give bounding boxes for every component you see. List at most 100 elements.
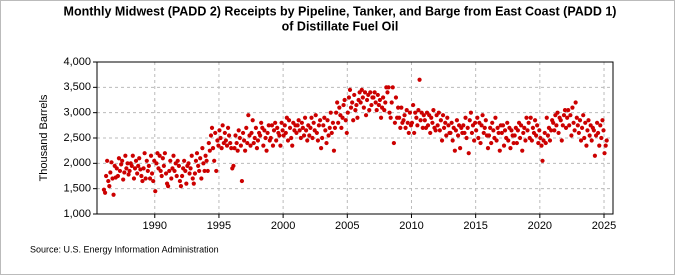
data-point	[320, 135, 325, 141]
data-point	[524, 115, 529, 120]
data-point	[485, 146, 491, 151]
data-point	[135, 171, 140, 176]
data-point	[555, 110, 560, 115]
data-point	[354, 102, 359, 108]
data-point	[241, 138, 247, 143]
data-point	[392, 120, 398, 125]
data-point	[576, 130, 581, 136]
data-point	[149, 171, 155, 176]
data-point	[352, 92, 357, 98]
data-point	[254, 146, 260, 151]
data-point	[327, 125, 332, 130]
data-point	[506, 138, 511, 143]
data-point	[323, 128, 328, 133]
data-point	[542, 130, 547, 136]
data-point	[250, 118, 255, 123]
data-point	[502, 128, 508, 133]
data-point	[575, 123, 580, 128]
data-point	[148, 153, 154, 158]
y-tick-label: 1,500	[63, 183, 91, 195]
data-point	[274, 138, 279, 143]
data-point	[495, 125, 500, 130]
data-point	[131, 176, 137, 181]
data-point	[578, 138, 584, 143]
data-point	[171, 153, 176, 158]
data-point	[194, 151, 200, 156]
data-point	[596, 130, 601, 136]
data-point	[539, 143, 544, 148]
data-point	[158, 168, 163, 174]
data-point	[125, 161, 130, 166]
x-tick-label: 2005	[335, 220, 359, 232]
data-point	[162, 151, 168, 156]
data-point	[245, 140, 250, 146]
data-point	[261, 143, 266, 148]
data-point	[381, 95, 386, 100]
data-point	[571, 120, 576, 125]
data-point	[311, 120, 316, 125]
data-point	[358, 100, 363, 105]
data-point	[558, 118, 563, 123]
data-point	[416, 108, 421, 113]
data-point	[480, 113, 485, 118]
data-point	[505, 120, 510, 125]
data-point	[105, 158, 110, 163]
data-point	[497, 148, 502, 153]
data-point	[466, 151, 471, 156]
data-point	[147, 176, 153, 181]
data-point	[515, 128, 520, 133]
data-point	[561, 113, 567, 118]
data-point	[277, 133, 282, 138]
data-point	[446, 123, 451, 128]
data-point	[136, 163, 141, 168]
data-point	[435, 123, 440, 128]
data-point	[552, 128, 557, 133]
data-point	[383, 100, 388, 105]
data-point	[536, 140, 541, 146]
data-point	[263, 135, 268, 141]
data-point	[334, 110, 339, 115]
data-point	[586, 118, 591, 123]
data-point	[567, 123, 572, 128]
data-point	[214, 168, 219, 174]
source-note: Source: U.S. Energy Information Administ…	[30, 244, 219, 254]
data-point	[161, 163, 166, 168]
data-point	[549, 128, 554, 133]
data-point	[369, 102, 374, 108]
data-point	[547, 138, 553, 143]
data-point	[425, 123, 431, 128]
data-point	[236, 128, 241, 133]
data-point	[472, 138, 477, 143]
data-point	[534, 133, 539, 138]
data-point	[339, 125, 344, 130]
data-point	[573, 100, 578, 105]
data-point	[151, 178, 156, 184]
data-point	[559, 138, 564, 143]
x-tick-label: 1990	[143, 220, 167, 232]
data-point	[350, 100, 355, 105]
data-point	[604, 138, 609, 143]
data-point	[268, 135, 273, 141]
data-point	[585, 128, 590, 133]
data-point	[528, 115, 533, 120]
data-point	[341, 102, 346, 108]
data-point	[172, 168, 177, 174]
data-point	[344, 130, 349, 136]
data-point	[208, 133, 214, 138]
data-point	[353, 108, 358, 113]
data-point	[346, 95, 352, 100]
data-point	[285, 138, 291, 143]
data-point	[228, 140, 233, 146]
data-point	[191, 181, 196, 186]
data-point	[530, 125, 536, 130]
data-point	[554, 123, 559, 128]
data-point	[169, 176, 174, 181]
data-point	[396, 105, 401, 110]
data-point	[168, 158, 173, 163]
data-point	[388, 115, 393, 120]
data-point	[340, 115, 345, 120]
data-point	[399, 105, 404, 110]
data-point	[264, 148, 269, 153]
data-point	[508, 146, 513, 151]
data-point	[376, 102, 381, 108]
